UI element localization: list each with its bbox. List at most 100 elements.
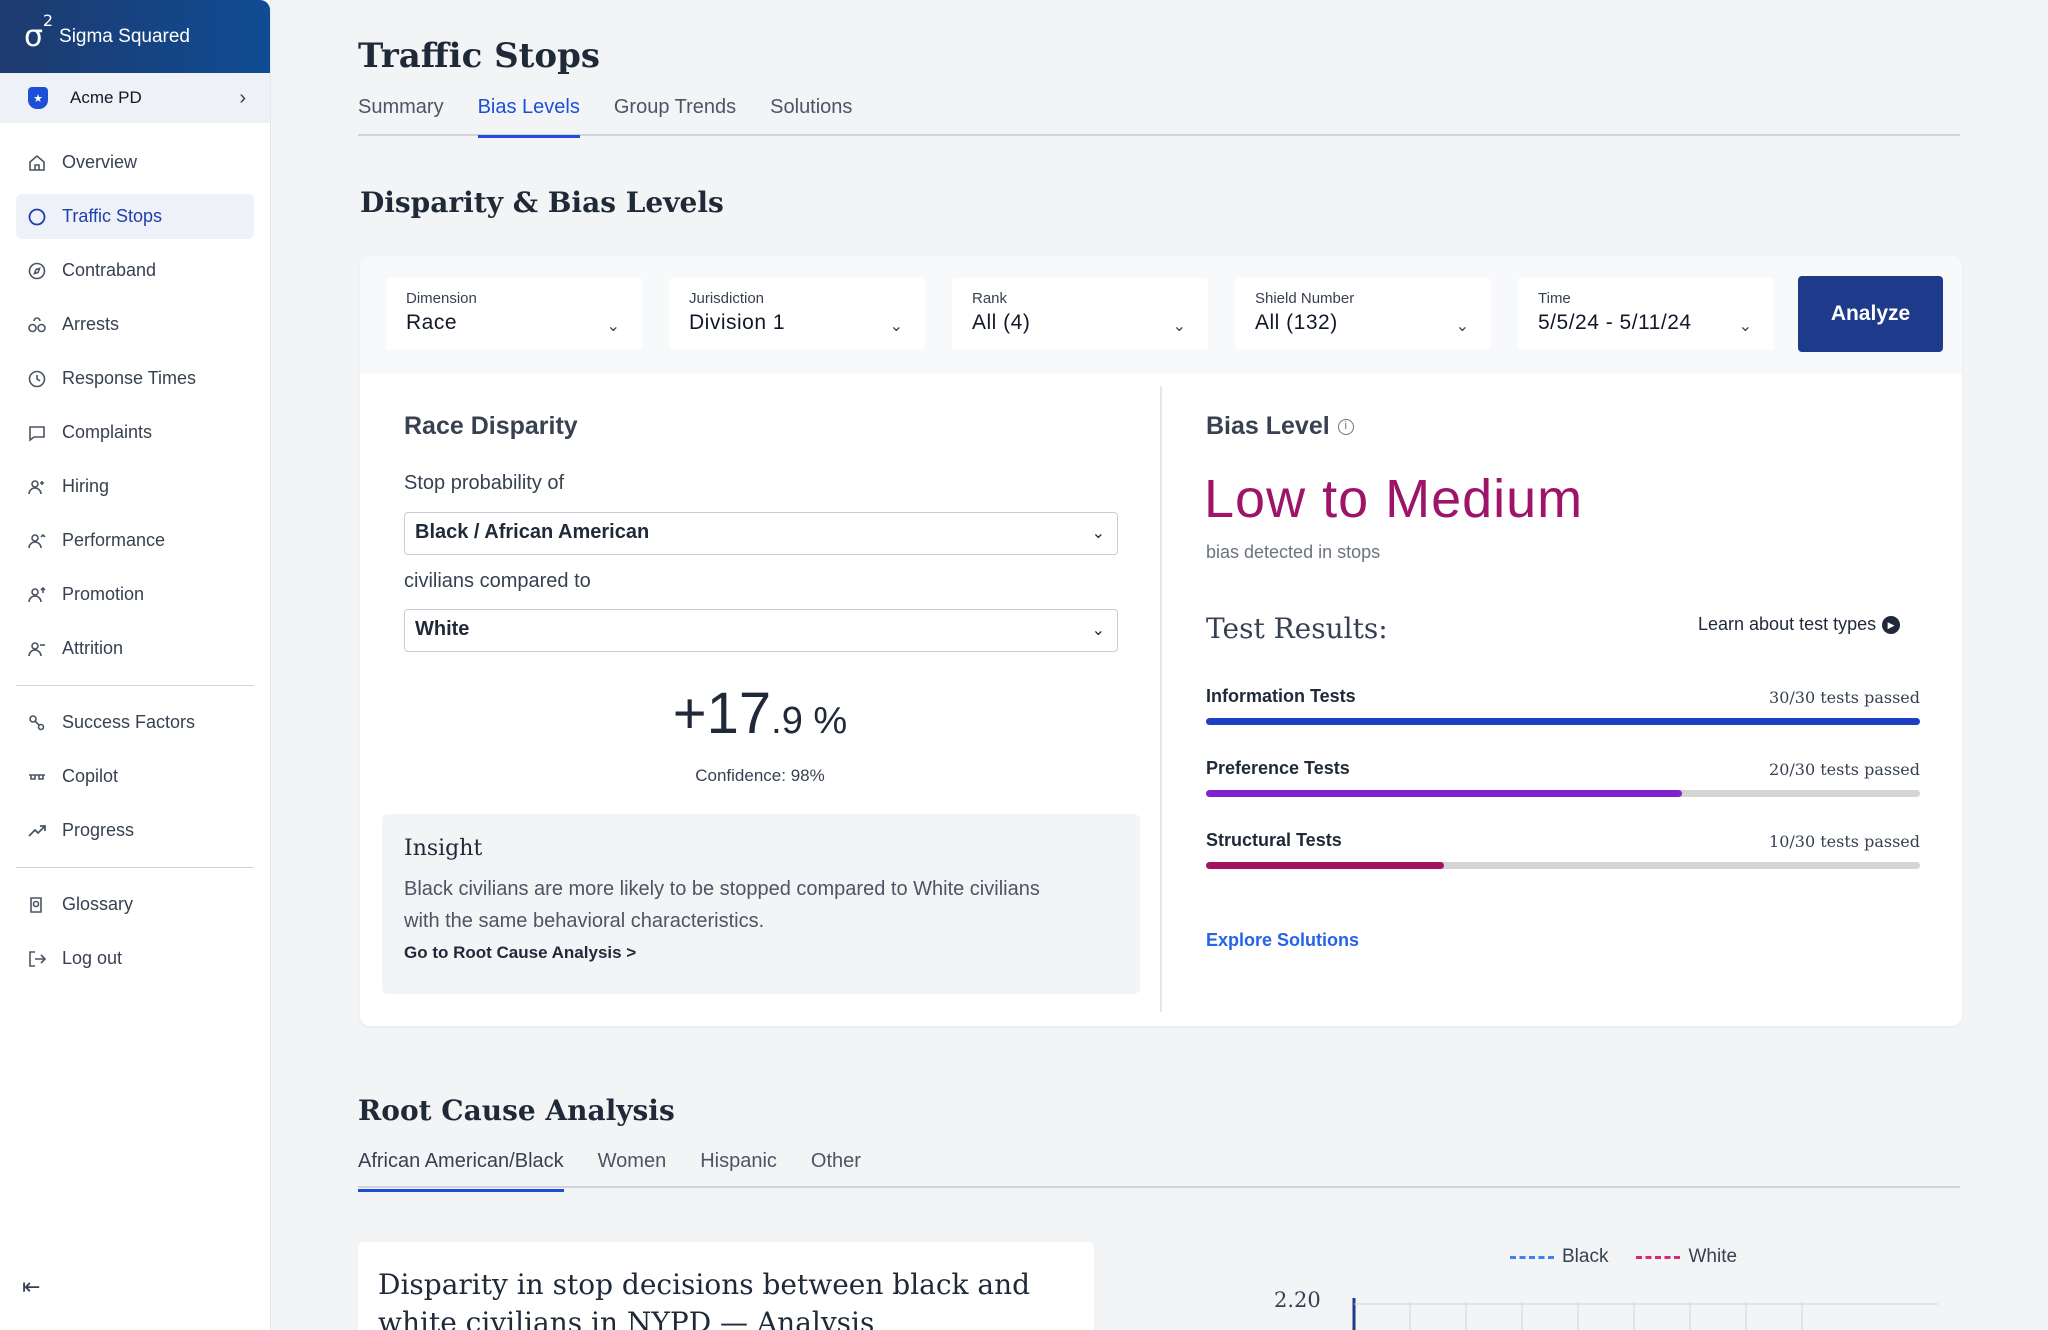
- explore-solutions-link[interactable]: Explore Solutions: [1206, 930, 1360, 950]
- legend-swatch-white: [1636, 1255, 1681, 1259]
- sidebar-divider: [16, 685, 254, 686]
- root-cause-tabs: African American/Black Women Hispanic Ot…: [358, 1146, 1960, 1192]
- sidebar-item-hiring[interactable]: Hiring: [16, 464, 254, 509]
- rank-dropdown[interactable]: Rank All (4) ⌄: [952, 278, 1208, 350]
- sidebar-item-label: Complaints: [62, 422, 153, 442]
- learn-link-text: Learn about test types: [1698, 614, 1877, 634]
- shield-number-dropdown[interactable]: Shield Number All (132) ⌄: [1235, 278, 1491, 350]
- tab-african-american[interactable]: African American/Black: [358, 1146, 564, 1192]
- sidebar-item-overview[interactable]: Overview: [16, 140, 254, 185]
- learn-test-types-link[interactable]: Learn about test types ▶: [1698, 614, 1901, 635]
- progress-track: [1206, 718, 1920, 725]
- legend-label-white: White: [1688, 1246, 1738, 1267]
- sidebar-item-label: Copilot: [62, 766, 119, 786]
- chevron-down-icon: ⌄: [606, 318, 620, 335]
- sidebar-item-attrition[interactable]: Attrition: [16, 626, 254, 671]
- stat-integer: +17: [672, 681, 772, 746]
- chat-icon: [26, 422, 48, 444]
- test-row-preference: Preference Tests 20/30 tests passed: [1206, 758, 1920, 797]
- collapse-sidebar-icon[interactable]: ⇤: [22, 1274, 41, 1299]
- sidebar-item-response-times[interactable]: Response Times: [16, 356, 254, 401]
- progress-fill: [1206, 718, 1920, 725]
- tab-hispanic[interactable]: Hispanic: [700, 1150, 777, 1172]
- chevron-down-icon: ⌄: [889, 318, 903, 335]
- copilot-icon: [26, 766, 48, 788]
- logout-icon: [26, 948, 48, 970]
- root-cause-title: Root Cause Analysis: [358, 1094, 675, 1127]
- legend-swatch-black: [1510, 1255, 1554, 1259]
- analyze-button[interactable]: Analyze: [1798, 276, 1943, 352]
- insight-box: Insight Black civilians are more likely …: [382, 814, 1140, 994]
- sidebar-item-glossary[interactable]: Glossary: [16, 882, 254, 927]
- page-title: Traffic Stops: [358, 36, 600, 76]
- sidebar-item-complaints[interactable]: Complaints: [16, 410, 254, 455]
- dimension-dropdown[interactable]: Dimension Race ⌄: [386, 278, 642, 350]
- sidebar-item-success-factors[interactable]: Success Factors: [16, 700, 254, 745]
- bias-level-title-text: Bias Level: [1206, 412, 1330, 440]
- sidebar-item-performance[interactable]: Performance: [16, 518, 254, 563]
- tab-women[interactable]: Women: [597, 1150, 667, 1172]
- dropdown-value: Division 1: [689, 311, 786, 334]
- jurisdiction-dropdown[interactable]: Jurisdiction Division 1 ⌄: [669, 278, 925, 350]
- tab-solutions[interactable]: Solutions: [770, 96, 853, 118]
- chart-grid: 2.20: [1274, 1290, 1938, 1330]
- sidebar-item-label: Arrests: [62, 314, 120, 334]
- sidebar-item-label: Response Times: [62, 368, 197, 388]
- filter-bar: Dimension Race ⌄ Jurisdiction Division 1…: [360, 256, 1962, 374]
- test-row-structural: Structural Tests 10/30 tests passed: [1206, 830, 1920, 869]
- group1-select[interactable]: Black / African American ⌄: [404, 512, 1118, 555]
- tab-other[interactable]: Other: [810, 1150, 861, 1172]
- sidebar-item-label: Success Factors: [62, 712, 196, 732]
- test-results-title: Test Results:: [1206, 612, 1388, 645]
- org-switcher[interactable]: ★ Acme PD ›: [0, 73, 270, 123]
- y-tick-label: 2.20: [1274, 1290, 1321, 1312]
- sidebar-item-contraband[interactable]: Contraband: [16, 248, 254, 293]
- tab-group-trends[interactable]: Group Trends: [613, 96, 737, 118]
- sidebar-item-copilot[interactable]: Copilot: [16, 754, 254, 799]
- page-tabs: Summary Bias Levels Group Trends Solutio…: [358, 92, 1960, 138]
- user-minus-icon: [26, 638, 48, 660]
- sidebar-item-label: Log out: [62, 948, 123, 968]
- tab-summary[interactable]: Summary: [358, 96, 444, 118]
- play-icon: ▶: [1882, 616, 1901, 635]
- tab-bias-levels[interactable]: Bias Levels: [477, 92, 581, 138]
- stat-decimal: .9 %: [771, 700, 848, 742]
- group2-select[interactable]: White ⌄: [404, 609, 1118, 652]
- insight-title: Insight: [404, 836, 483, 861]
- disparity-stat: +17.9 %: [360, 680, 1160, 747]
- user-up-icon: [26, 584, 48, 606]
- sidebar-item-label: Attrition: [62, 638, 124, 658]
- sidebar-item-arrests[interactable]: Arrests: [16, 302, 254, 347]
- book-icon: [26, 894, 48, 916]
- chevron-down-icon: ⌄: [1455, 318, 1469, 335]
- progress-fill: [1206, 862, 1444, 869]
- section-title: Disparity & Bias Levels: [360, 186, 724, 219]
- sidebar-item-label: Traffic Stops: [62, 206, 163, 226]
- chevron-right-icon: ›: [239, 86, 246, 109]
- root-cause-link[interactable]: Go to Root Cause Analysis >: [404, 943, 637, 962]
- sidebar-item-progress[interactable]: Progress: [16, 808, 254, 853]
- sidebar-item-traffic-stops[interactable]: Traffic Stops: [16, 194, 254, 239]
- sidebar-nav: Overview Traffic Stops Contraband Arrest…: [0, 123, 270, 981]
- factors-icon: [26, 712, 48, 734]
- sidebar-item-label: Glossary: [62, 894, 134, 914]
- test-count: 10/30 tests passed: [1769, 832, 1920, 851]
- dropdown-value: Race: [406, 311, 458, 334]
- select-value: Black / African American: [415, 521, 650, 543]
- progress-track: [1206, 862, 1920, 869]
- info-icon[interactable]: i: [1337, 419, 1354, 436]
- analysis-card: Disparity in stop decisions between blac…: [358, 1242, 1094, 1330]
- test-count: 30/30 tests passed: [1769, 688, 1920, 707]
- home-icon: [26, 152, 48, 174]
- sidebar-item-log-out[interactable]: Log out: [16, 936, 254, 981]
- confidence-text: Confidence: 98%: [695, 766, 825, 785]
- legend-label-black: Black: [1562, 1246, 1609, 1267]
- time-dropdown[interactable]: Time 5/5/24 - 5/11/24 ⌄: [1518, 278, 1774, 350]
- panel-divider: [1160, 386, 1162, 1012]
- sidebar-item-promotion[interactable]: Promotion: [16, 572, 254, 617]
- bias-level-value: Low to Medium: [1204, 469, 1584, 529]
- dropdown-label: Time: [1538, 290, 1571, 307]
- bias-level-title: Bias Level i: [1206, 412, 1354, 441]
